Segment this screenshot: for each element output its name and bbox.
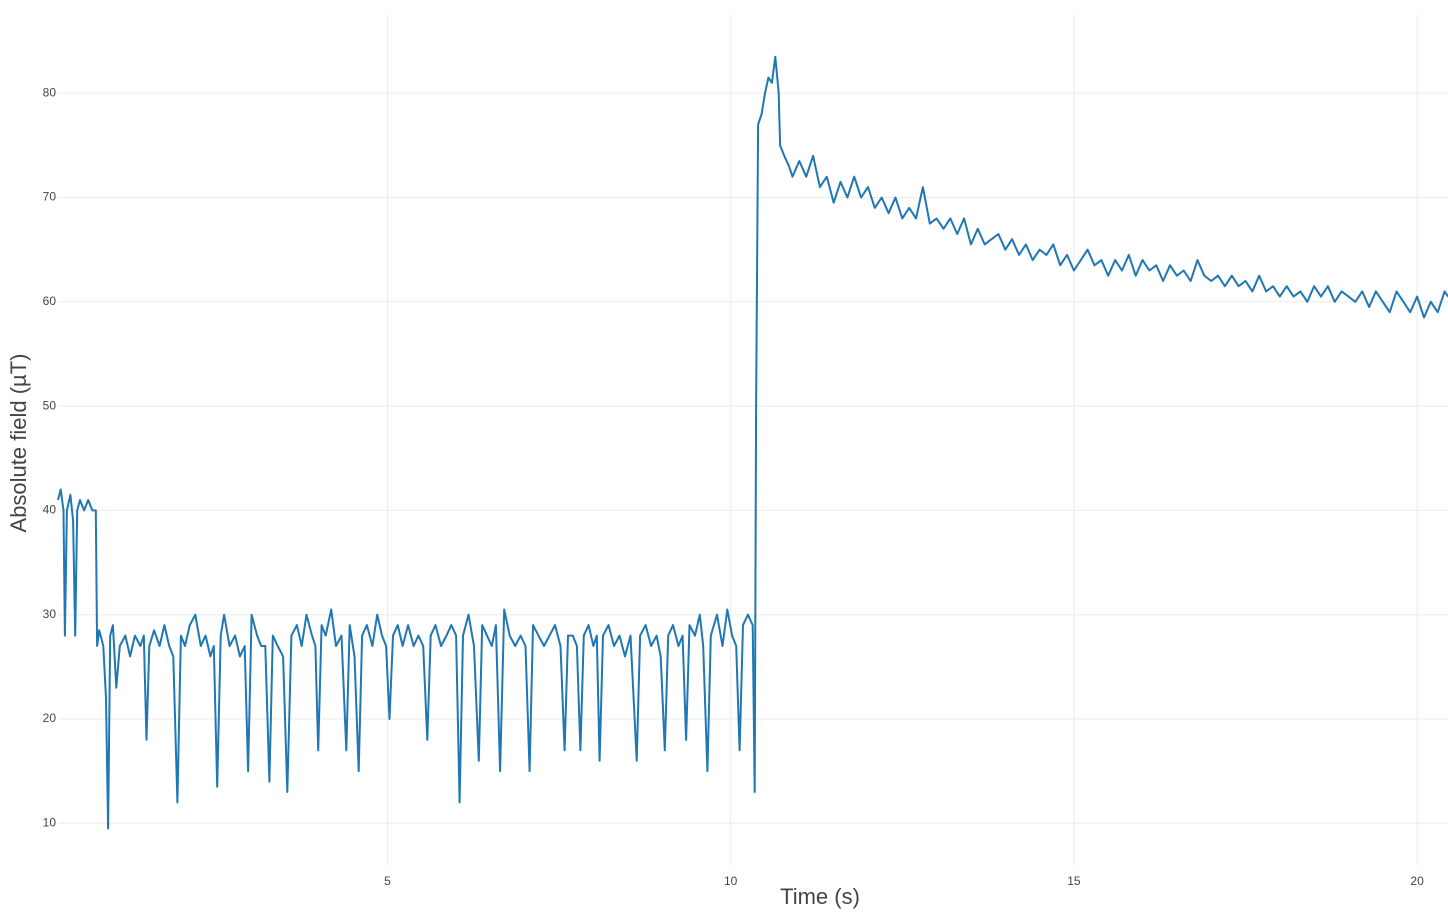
x-tick-label: 20 (1410, 874, 1424, 888)
x-axis-title: Time (s) (780, 884, 860, 909)
y-tick-label: 80 (43, 85, 57, 99)
y-tick-label: 50 (43, 398, 57, 412)
y-tick-label: 40 (43, 503, 57, 517)
x-tick-label: 15 (1067, 874, 1081, 888)
y-tick-label: 60 (43, 294, 57, 308)
data-line (57, 55, 1448, 830)
x-tick-label: 10 (724, 874, 738, 888)
x-tick-label: 5 (384, 874, 391, 888)
y-tick-label: 10 (43, 815, 57, 829)
y-tick-label: 20 (43, 711, 57, 725)
y-tick-label: 70 (43, 190, 57, 204)
y-axis-title: Absolute field (µT) (6, 354, 31, 533)
y-tick-label: 30 (43, 607, 57, 621)
